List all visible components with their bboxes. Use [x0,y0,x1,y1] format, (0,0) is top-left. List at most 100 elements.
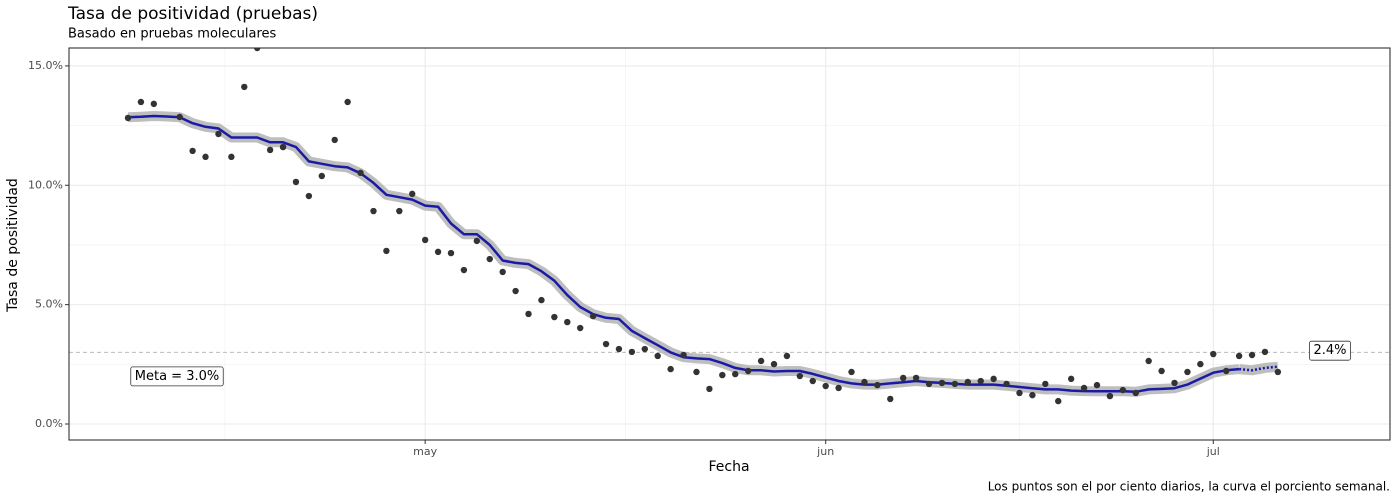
daily-point [589,312,597,320]
y-axis-label: Tasa de positividad [5,178,21,313]
daily-point [189,147,196,155]
daily-point [706,385,713,393]
daily-point [925,380,933,388]
daily-point [822,382,829,390]
daily-point [370,207,377,215]
daily-point [1003,380,1010,388]
daily-point [1197,360,1204,368]
daily-point [551,313,558,321]
daily-point [900,374,907,382]
daily-point [266,146,274,154]
daily-point [150,100,158,108]
daily-point [861,378,868,386]
daily-point [254,48,261,52]
reference-label: Meta = 3.0% [135,369,219,384]
panel-border [68,47,1391,441]
daily-point [1145,357,1152,365]
daily-point [757,357,765,365]
daily-point [1055,397,1062,405]
daily-point [447,249,455,257]
daily-point [486,255,493,263]
x-tick-label: may [413,445,437,458]
daily-point [783,352,791,360]
daily-point [1067,375,1075,383]
daily-point [331,136,338,144]
daily-point [835,384,842,392]
daily-point [1029,391,1036,399]
end-label-box [1309,340,1351,361]
daily-point [602,340,610,348]
daily-point [1042,380,1049,388]
y-tick-label: 15.0% [28,59,63,72]
y-tick-label: 0.0% [35,417,63,430]
daily-point [1261,348,1269,356]
daily-point [719,371,726,379]
daily-point [964,378,971,386]
daily-point [538,296,545,304]
daily-point [1171,379,1178,387]
daily-point [318,172,325,180]
daily-point [887,395,894,403]
daily-point [215,130,222,138]
daily-point [499,268,506,276]
daily-point [667,365,674,373]
x-axis-label: Fecha [708,459,749,475]
daily-point [654,352,661,360]
daily-point [990,375,997,383]
chart-title: Tasa de positividad (pruebas) [67,4,318,24]
daily-point [951,380,959,388]
daily-point [421,236,429,244]
daily-point [409,190,416,198]
confidence-band [127,111,1240,397]
daily-point [1274,368,1282,376]
daily-point [1248,351,1256,359]
daily-point [344,98,351,106]
daily-point [848,368,855,376]
x-tick-label: jun [816,445,834,458]
daily-point [396,207,403,215]
daily-point [615,345,623,353]
daily-point [292,178,300,186]
daily-point [874,381,881,389]
daily-point [564,318,571,326]
y-tick-label: 5.0% [35,298,63,311]
daily-point [202,153,209,161]
daily-point [1093,381,1101,389]
daily-point [137,98,145,106]
daily-point [1106,392,1114,400]
daily-point [228,153,235,161]
weekly-curve [127,114,1240,394]
daily-point [641,345,648,353]
daily-point [460,266,468,274]
daily-point [680,351,687,359]
daily-point [124,114,132,122]
daily-point [577,324,584,332]
daily-point [1132,389,1139,397]
daily-point [434,248,442,256]
daily-point [1235,352,1243,360]
daily-point [1080,384,1088,392]
daily-point [357,169,364,177]
daily-point [1016,389,1023,397]
daily-point [1223,367,1230,375]
daily-point [977,377,984,385]
daily-point [383,247,390,255]
x-tick-label: jul [1206,445,1220,458]
y-tick-label: 10.0% [28,178,63,191]
daily-point [1158,367,1165,375]
daily-point [1210,350,1217,358]
daily-point [693,368,700,376]
daily-point [912,374,920,382]
chart-subtitle: Basado en pruebas moleculares [68,27,277,42]
daily-point [305,192,313,200]
daily-point [938,379,946,387]
caption: Los puntos son el por ciento diarios, la… [988,480,1390,494]
daily-point [809,377,816,385]
reference-label-box [130,366,224,387]
daily-point [279,143,287,151]
daily-point [241,83,248,91]
daily-point [525,310,532,318]
daily-point [732,370,739,378]
end-label: 2.4% [1313,343,1346,358]
